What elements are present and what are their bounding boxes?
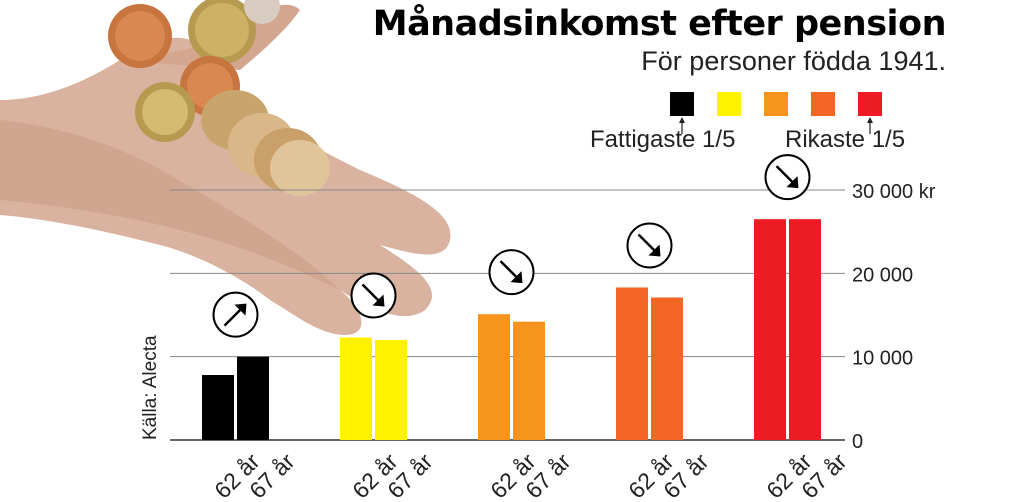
hand-with-coins-image xyxy=(0,0,451,336)
trend-arrow-icon xyxy=(626,222,673,269)
trend-arrows xyxy=(212,154,811,338)
bar xyxy=(513,321,545,440)
legend-swatches xyxy=(670,92,882,116)
y-tick-labels: 0 10 000 20 000 30 000 kr xyxy=(852,181,936,453)
y-tick-label: 10 000 xyxy=(852,348,913,370)
y-tick-label: 0 xyxy=(852,431,863,453)
bar xyxy=(754,219,786,440)
trend-arrow-icon xyxy=(212,291,259,338)
bars xyxy=(202,219,821,440)
trend-arrow-icon xyxy=(764,154,811,201)
bar xyxy=(616,287,648,440)
legend-pointer-arrow xyxy=(679,117,685,134)
bar xyxy=(789,219,821,440)
legend-label-richest: Rikaste 1/5 xyxy=(785,126,906,153)
trend-arrow-icon xyxy=(350,272,397,319)
legend-swatch xyxy=(858,92,882,116)
legend-pointers xyxy=(679,117,873,134)
trend-arrow-icon xyxy=(488,249,535,296)
chart-title: Månadsinkomst efter pension xyxy=(372,4,947,44)
legend-swatch xyxy=(717,92,741,116)
chart-subtitle: För personer födda 1941. xyxy=(641,46,946,76)
bar xyxy=(478,314,510,440)
bar xyxy=(375,340,407,440)
legend-label-poorest: Fattigaste 1/5 xyxy=(590,126,736,153)
legend-swatch xyxy=(764,92,788,116)
legend-swatch xyxy=(811,92,835,116)
bar xyxy=(237,356,269,440)
bar xyxy=(202,375,234,440)
bar xyxy=(340,337,372,440)
source-label: Källa: Alecta xyxy=(140,335,161,440)
bar xyxy=(651,297,683,440)
y-tick-label: 20 000 xyxy=(852,264,913,286)
legend-swatch xyxy=(670,92,694,116)
y-tick-label: 30 000 kr xyxy=(852,181,936,203)
legend-pointer-arrow xyxy=(867,117,873,134)
